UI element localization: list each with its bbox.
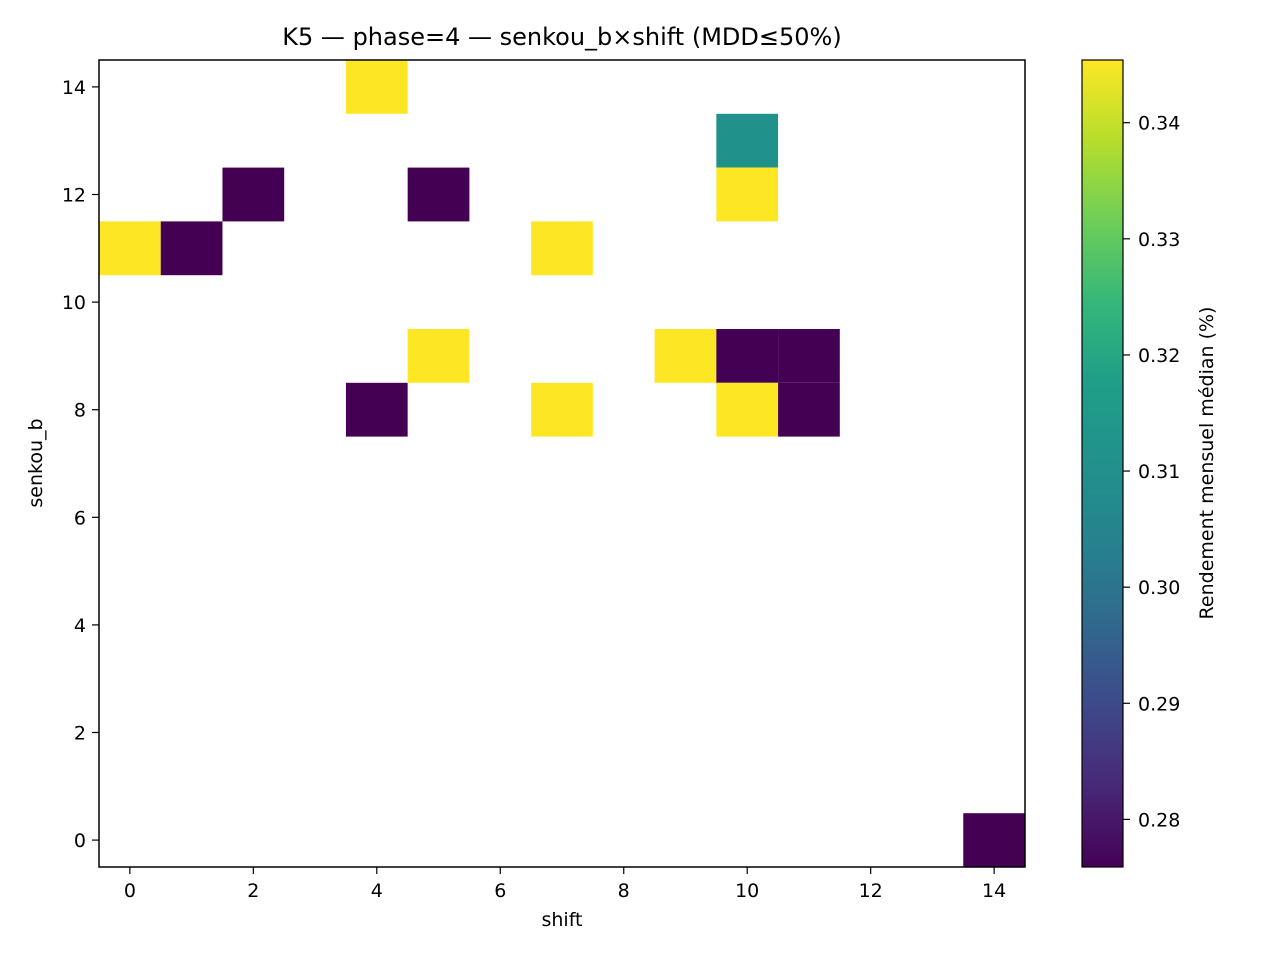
heatmap-cell — [778, 382, 840, 437]
colorbar-tick-label: 0.30 — [1138, 577, 1180, 599]
heatmap-cell — [345, 60, 408, 114]
colorbar-tick-label: 0.31 — [1138, 461, 1180, 483]
heatmap-cells — [99, 60, 1025, 867]
x-axis-ticks: 0 2 4 6 8 10 12 14 — [124, 867, 1006, 902]
y-axis-ticks: 0 2 4 6 8 10 12 14 — [62, 77, 99, 852]
colorbar-tick-label: 0.29 — [1138, 693, 1180, 715]
colorbar — [1081, 59, 1124, 868]
colorbar-tick-label: 0.28 — [1138, 809, 1180, 831]
y-tick-label: 0 — [74, 830, 86, 852]
x-tick-label: 10 — [735, 880, 759, 902]
plot-frame — [98, 59, 1026, 868]
x-tick-label: 0 — [124, 880, 136, 902]
heatmap-cell — [222, 167, 285, 222]
y-tick-label: 8 — [74, 400, 86, 422]
heatmap-cell — [716, 167, 779, 222]
colorbar-label: Rendement mensuel médian (%) — [1196, 307, 1218, 620]
x-tick-label: 6 — [494, 880, 506, 902]
x-tick-label: 12 — [859, 880, 883, 902]
heatmap-cell — [345, 382, 408, 437]
heatmap-cell — [531, 382, 593, 437]
heatmap-cell — [778, 329, 840, 383]
heatmap-cell — [716, 113, 779, 168]
y-tick-label: 4 — [74, 615, 86, 637]
colorbar-tick-label: 0.32 — [1138, 345, 1180, 367]
heatmap-cell — [160, 221, 223, 276]
y-axis-label: senkou_b — [25, 418, 47, 507]
chart-title: K5 — phase=4 — senkou_b×shift (MDD≤50%) — [282, 23, 841, 51]
y-tick-label: 10 — [62, 292, 86, 314]
y-tick-label: 12 — [62, 185, 86, 207]
heatmap-cell — [99, 221, 161, 276]
x-tick-label: 4 — [371, 880, 383, 902]
heatmap-cell — [654, 329, 717, 383]
heatmap-cell — [716, 329, 779, 383]
colorbar-ticks: 0.28 0.29 0.30 0.31 0.32 0.33 0.34 — [1123, 113, 1180, 831]
colorbar-tick-label: 0.34 — [1138, 113, 1180, 135]
x-tick-label: 2 — [247, 880, 259, 902]
heatmap-cell — [407, 329, 470, 383]
y-tick-label: 2 — [74, 723, 86, 745]
heatmap-cell — [716, 382, 779, 437]
y-tick-label: 14 — [62, 77, 86, 99]
x-axis-label: shift — [541, 909, 582, 931]
colorbar-tick-label: 0.33 — [1138, 229, 1180, 251]
x-tick-label: 14 — [982, 880, 1006, 902]
heatmap-cell — [531, 221, 593, 276]
heatmap-cell — [963, 813, 1025, 867]
x-tick-label: 8 — [618, 880, 630, 902]
y-tick-label: 6 — [74, 507, 86, 529]
heatmap-cell — [407, 167, 470, 222]
